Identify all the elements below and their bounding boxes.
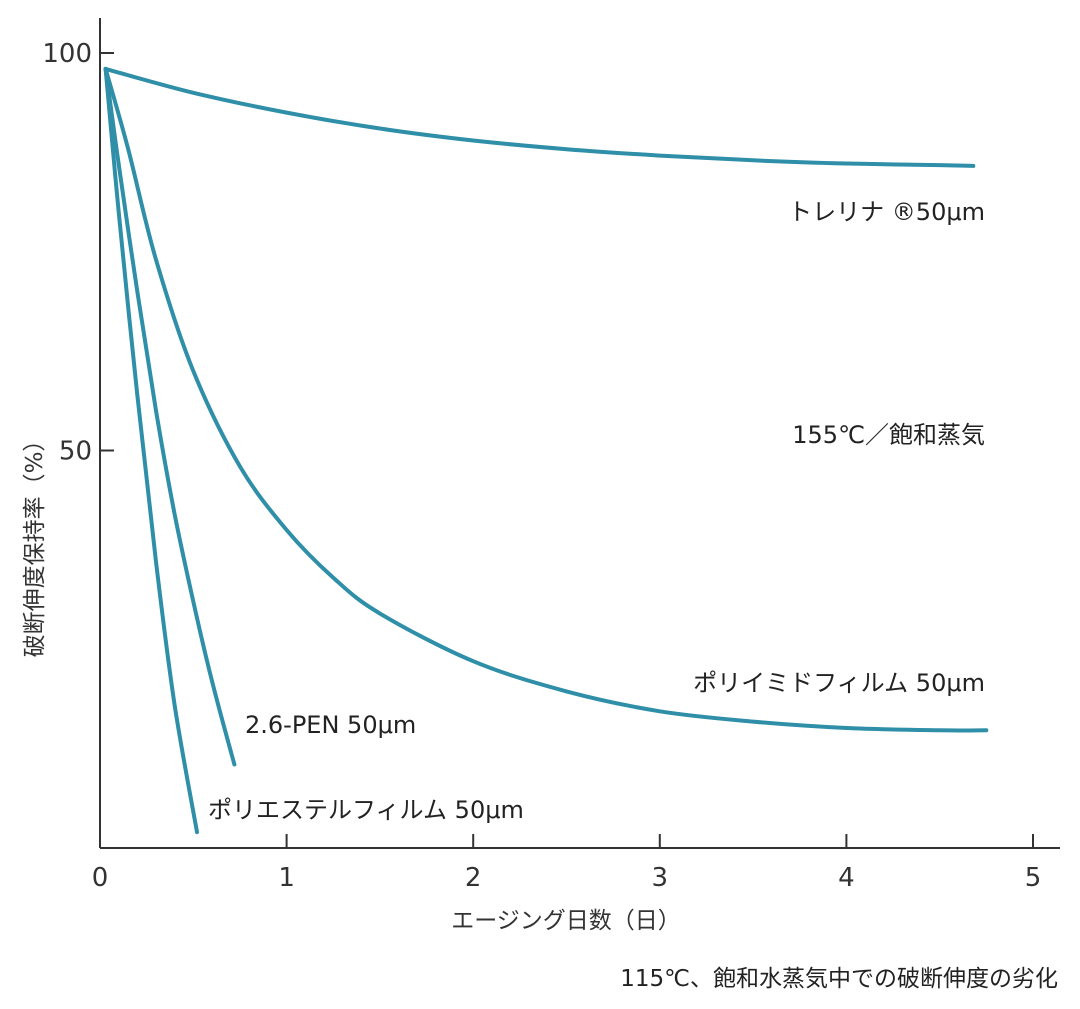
y-tick-label: 50: [59, 437, 92, 467]
series-label-pen: 2.6-PEN 50μm: [245, 711, 416, 739]
x-axis-title: エージング日数（日）: [451, 908, 681, 934]
series-line-polyimide: [103, 66, 989, 733]
series-lines: [103, 66, 989, 835]
y-axis-title: 破断伸度保持率（%）: [22, 429, 48, 658]
x-tick-label: 0: [92, 863, 109, 893]
x-tick-label: 2: [465, 863, 482, 893]
series-line-polyester: [103, 66, 199, 835]
series-line-torelina: [103, 66, 976, 168]
series-label-polyimide: ポリイミドフィルム 50μm: [693, 669, 985, 697]
x-tick-label: 3: [652, 863, 669, 893]
x-tick-label: 1: [278, 863, 295, 893]
series-label-torelina: トレリナ ®50μm: [788, 198, 985, 226]
x-tick-label: 5: [1025, 863, 1042, 893]
x-tick-label: 4: [838, 863, 855, 893]
series-line-pen: [103, 66, 237, 767]
plot-area: 0 1 2 3 4 5 50 100: [42, 18, 1060, 893]
y-tick-label: 100: [42, 39, 92, 69]
figure-caption: 115℃、飽和水蒸気中での破断伸度の劣化: [620, 966, 1058, 992]
series-label-polyester: ポリエステルフィルム 50μm: [208, 796, 524, 824]
condition-note: 155℃／飽和蒸気: [792, 421, 985, 449]
ticks: 0 1 2 3 4 5 50 100: [42, 39, 1041, 893]
